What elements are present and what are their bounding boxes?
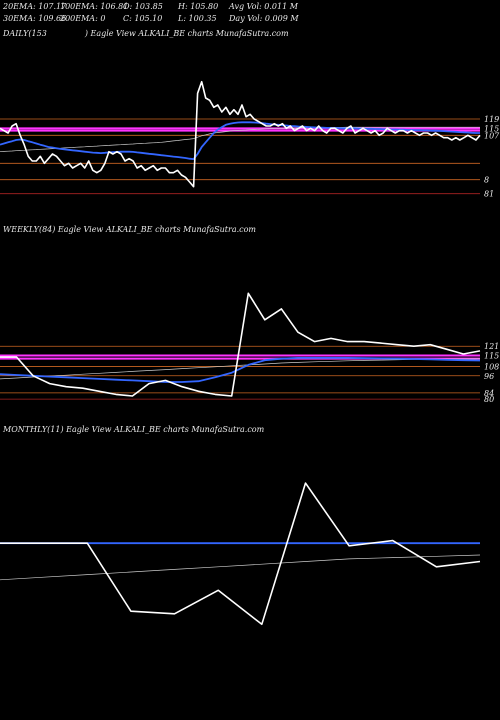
daily-price-line [0,80,481,188]
header-open: O: 103.85 [123,2,163,11]
daily-panel-title: DAILY(153 ) Eagle View ALKALI_BE charts M… [3,29,289,38]
header-avg-vol: Avg Vol: 0.011 M [229,2,298,11]
weekly-level-label-0: 121 [484,342,499,351]
daily-count: DAILY(153 [3,29,47,38]
daily-level-label-1: 115 [484,124,499,133]
daily-level-label-3: 107 [484,131,500,140]
daily-suffix: ) Eagle View ALKALI_BE charts MunafaSutr… [84,29,289,38]
weekly-level-label-5: 84 [484,389,494,398]
daily-level-label-5: 8 [484,176,489,185]
monthly-chart [0,482,481,626]
weekly-price-line [0,292,481,397]
header-ema30: 30EMA: 109.66 [3,14,67,23]
header-ema100: 100EMA: 106.81 [60,2,129,11]
weekly-level-label-3: 108 [484,362,499,371]
header-ema20: 20EMA: 107.17 [3,2,67,11]
weekly-level-label-1: 115 [484,352,499,361]
header-ema200: 200EMA: 0 [60,14,106,23]
daily-ema-blue-line [0,121,480,161]
header-day-vol: Day Vol: 0.009 M [229,14,299,23]
header-close: C: 105.10 [123,14,163,23]
monthly-price-line [0,482,481,626]
weekly-level-label-4: 96 [484,372,494,381]
monthly-ema-thin-line [0,554,481,581]
weekly-level-label-6: 80 [484,395,494,404]
weekly-panel-title: WEEKLY(84) Eagle View ALKALI_BE charts M… [3,225,257,234]
daily-level-label-0: 119 [484,115,499,124]
weekly-ema-blue-line [0,356,481,383]
daily-ema-thin-line [0,126,480,153]
header-low: L: 100.35 [178,14,217,23]
header-high: H: 105.80 [178,2,219,11]
weekly-ema-thin-line [0,358,481,380]
monthly-panel-title: MONTHLY(11) Eagle View ALKALI_BE charts … [3,425,265,434]
daily-level-label-6: 81 [484,190,494,199]
